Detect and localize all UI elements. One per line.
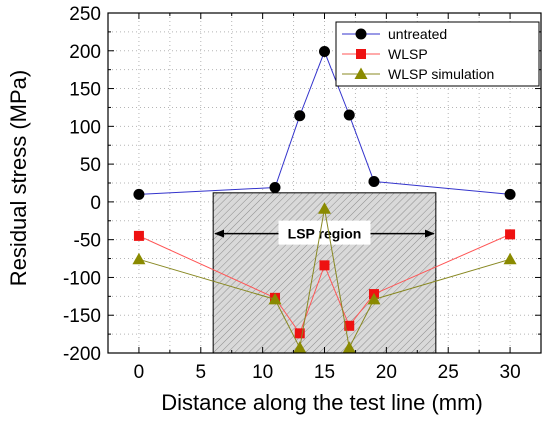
- lsp-region-label-bg: [278, 220, 371, 245]
- data-point: [367, 292, 381, 305]
- x-tick-label: 25: [438, 362, 459, 383]
- data-point: [132, 252, 146, 265]
- y-tick-label: -150: [63, 306, 101, 327]
- series: [132, 46, 517, 353]
- legend-marker: [356, 49, 366, 59]
- y-tick-label: -200: [63, 344, 101, 365]
- legend-marker: [355, 28, 367, 40]
- data-point: [318, 202, 331, 214]
- lsp-region-box: [212, 192, 437, 354]
- grid: [108, 13, 541, 353]
- x-tick-label: 5: [195, 362, 206, 383]
- y-tick-label: 200: [69, 42, 101, 63]
- y-axis-title: Residual stress (MPa): [6, 70, 31, 286]
- data-point: [268, 292, 282, 305]
- axis-ticks: 0 5 10 15 20 25 30 -200 -150 -100 -50 0 50 100 150 200 2…: [63, 4, 542, 383]
- data-point: [344, 320, 355, 331]
- data-point: [342, 341, 356, 353]
- x-axis-title: Distance along the test line (mm): [161, 390, 483, 415]
- data-point: [343, 109, 355, 121]
- y-tick-label: 0: [90, 193, 101, 214]
- x-tick-label: 0: [134, 362, 145, 383]
- series-2: [132, 202, 517, 353]
- data-point: [293, 341, 307, 353]
- data-point: [319, 260, 330, 271]
- y-tick-label: 50: [80, 155, 101, 176]
- x-tick-label: 20: [376, 362, 397, 383]
- data-point: [294, 328, 305, 339]
- lsp-region-label: LSP region: [288, 226, 362, 242]
- legend-label: WLSP: [388, 46, 428, 62]
- y-tick-label: 100: [69, 117, 101, 138]
- data-point: [133, 188, 145, 200]
- data-point: [294, 110, 306, 122]
- data-point: [505, 229, 516, 240]
- legend-marker: [354, 67, 368, 79]
- data-point: [504, 188, 516, 200]
- legend-label: untreated: [388, 26, 447, 42]
- x-tick-label: 10: [252, 362, 273, 383]
- lsp-region: LSP region: [212, 192, 437, 354]
- legend: untreated WLSP WLSP simulation: [335, 21, 540, 87]
- x-tick-label: 30: [500, 362, 521, 383]
- y-tick-label: 250: [69, 4, 101, 25]
- data-point: [269, 182, 281, 194]
- series-0: [133, 46, 516, 200]
- y-tick-label: -50: [74, 231, 101, 252]
- data-point: [133, 230, 144, 241]
- data-point: [503, 252, 517, 265]
- y-tick-label: 150: [69, 80, 101, 101]
- data-point: [368, 175, 380, 187]
- legend-label: WLSP simulation: [388, 66, 494, 82]
- y-tick-label: -100: [63, 268, 101, 289]
- data-point: [319, 46, 330, 58]
- x-tick-label: 15: [314, 362, 335, 383]
